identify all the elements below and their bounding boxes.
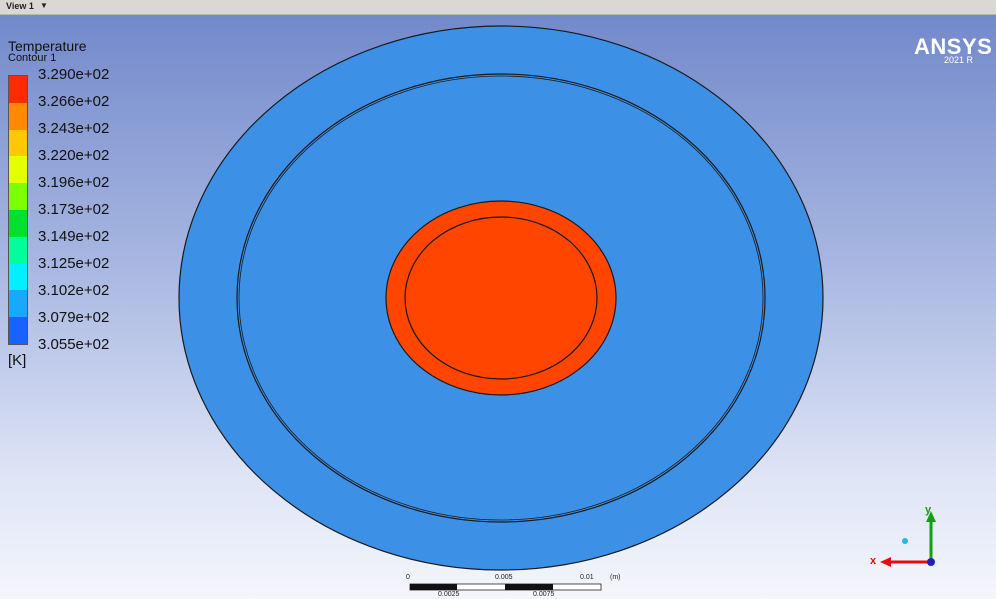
legend-band [9, 209, 27, 237]
legend-band [9, 263, 27, 291]
legend-title: Temperature [8, 38, 87, 54]
ansys-logo: ANSYS [914, 34, 993, 59]
legend-subtitle: Contour 1 [8, 52, 57, 64]
triad-x-arrowhead [880, 557, 891, 567]
legend-label: 3.220e+02 [38, 147, 110, 164]
legend-band [9, 129, 27, 157]
legend-label: 3.149e+02 [38, 228, 110, 245]
color-legend-bar [8, 75, 28, 345]
legend-label: 3.196e+02 [38, 174, 110, 191]
view-tab-label[interactable]: View 1 [6, 1, 34, 11]
outer-ring-outline-inner [238, 75, 764, 521]
view-tab[interactable]: View 1 ▼ [0, 0, 996, 15]
scale-bar [409, 583, 602, 591]
scale-label-three-quarter: 0.0075 [533, 591, 555, 598]
legend-band [9, 156, 27, 184]
legend-label: 3.173e+02 [38, 201, 110, 218]
triad-x-label: x [870, 555, 877, 567]
legend-label: 3.266e+02 [38, 93, 110, 110]
inner-ring-outline [404, 216, 598, 380]
scale-label-mid: 0.005 [495, 574, 513, 581]
triad-y-arrowhead [926, 511, 936, 522]
view-dropdown-arrow-icon[interactable]: ▼ [40, 1, 48, 10]
scale-label-end: 0.01 [580, 574, 594, 581]
legend-band [9, 183, 27, 210]
inner-disc [385, 200, 617, 396]
legend-band [9, 76, 27, 103]
outer-ring-outline [236, 73, 766, 523]
legend-band [9, 290, 27, 318]
legend-band [9, 317, 27, 344]
ansys-version: 2021 R [944, 55, 974, 65]
legend-label: 3.102e+02 [38, 282, 110, 299]
legend-band [9, 102, 27, 130]
scale-label-quarter: 0.0025 [438, 591, 460, 598]
legend-band [9, 236, 27, 264]
legend-label: 3.079e+02 [38, 309, 110, 326]
axis-triad [880, 511, 936, 567]
triad-orientation-sphere [902, 538, 908, 544]
triad-origin [927, 558, 935, 566]
triad-y-label: y [925, 504, 932, 516]
legend-label: 3.125e+02 [38, 255, 110, 272]
legend-label: 3.290e+02 [38, 66, 110, 83]
scale-label-0: 0 [406, 574, 410, 581]
scale-unit: (m) [610, 574, 621, 581]
legend-unit: [K] [8, 352, 27, 369]
legend-label: 3.243e+02 [38, 120, 110, 137]
legend-label: 3.055e+02 [38, 336, 110, 353]
